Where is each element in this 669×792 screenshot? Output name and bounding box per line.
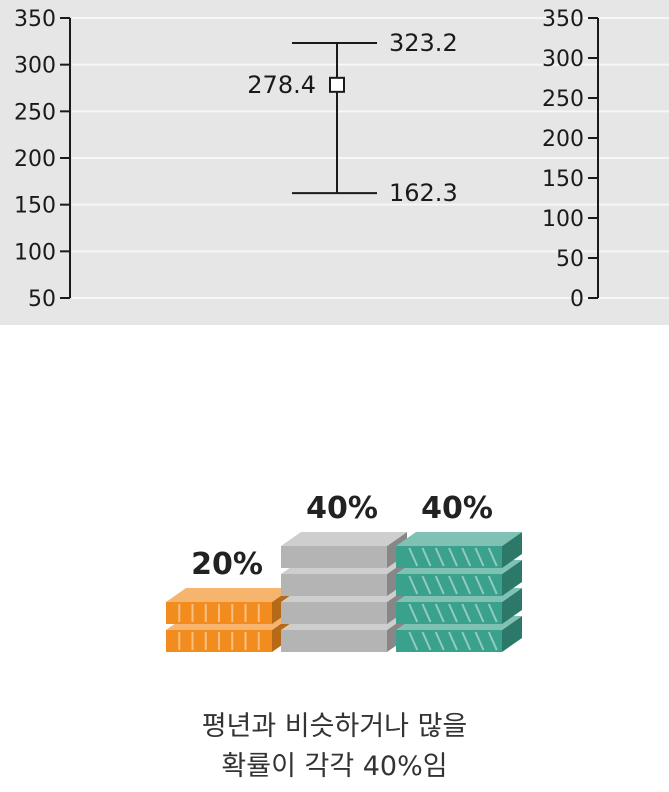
left-tick-label: 150: [14, 194, 56, 219]
probability-cube-chart: 20% 40% 40%: [166, 491, 522, 652]
cube-slab-top: [281, 532, 407, 546]
cube-slab-front: [396, 574, 502, 596]
cube-stack: [281, 532, 407, 652]
cube-slab-stripe: [461, 631, 472, 651]
cube-slab-top: [166, 588, 292, 602]
error-bar: 323.2 162.3 278.4: [247, 29, 457, 207]
cube-slab-side: [502, 588, 522, 624]
cube-slab-stripe: [487, 603, 498, 623]
right-tick-label: 350: [542, 7, 584, 32]
cube-slab-stripe: [408, 547, 419, 567]
mean-marker: [329, 76, 345, 93]
cube-slab-stripe: [448, 575, 458, 595]
percent-label: 40%: [306, 491, 378, 526]
right-tick-label: 150: [542, 167, 584, 192]
right-tick-label: 100: [542, 207, 584, 232]
left-tick-label: 350: [14, 7, 56, 32]
gridlines: [72, 17, 669, 299]
cube-slab-stripe: [434, 603, 445, 623]
right-tick-label: 0: [570, 287, 584, 312]
cube-slab-stripe: [408, 603, 419, 623]
cube-slab-stripe: [448, 603, 458, 623]
cube-slab-stripe: [434, 631, 445, 651]
cube-slab-stripe: [487, 575, 498, 595]
cube-slab-front: [281, 630, 387, 652]
upper-value-label: 323.2: [389, 29, 458, 57]
cube-slab-front: [281, 546, 387, 568]
cube-slab-front: [281, 602, 387, 624]
cube-slab-stripe: [408, 631, 419, 651]
cube-slab-top: [396, 532, 522, 546]
left-tick-label: 300: [14, 54, 56, 79]
cube-slab-stripe: [421, 631, 432, 651]
right-tick-label: 200: [542, 127, 584, 152]
left-tick-label: 100: [14, 240, 56, 265]
cube-slab-stripe: [448, 547, 458, 567]
cube-slab-stripe: [487, 631, 498, 651]
cube-slab-stripe: [421, 575, 432, 595]
mean-value-label: 278.4: [247, 71, 316, 99]
right-axis: 350 300 250 200 150 100 50 0: [542, 7, 599, 312]
right-tick-label: 50: [556, 247, 584, 272]
cube-slab-side: [502, 532, 522, 568]
cube-slab-side: [502, 616, 522, 652]
cube-slab-stripe: [474, 575, 485, 595]
cube-slab-stripe: [408, 575, 419, 595]
left-axis: 350 300 250 200 150 100 50: [14, 7, 71, 312]
left-tick-label: 50: [28, 287, 56, 312]
cube-slab-stripe: [461, 575, 472, 595]
cube-slab-front: [396, 630, 502, 652]
cube-slab-stripe: [434, 547, 445, 567]
cube-slab-stripe: [487, 547, 498, 567]
cube-slab-stripe: [474, 547, 485, 567]
left-tick-label: 200: [14, 147, 56, 172]
lower-value-label: 162.3: [389, 179, 458, 207]
caption-line-2: 확률이 각각 40%임: [221, 751, 448, 782]
cube-stack: [166, 588, 292, 652]
left-tick-label: 250: [14, 100, 56, 125]
caption-line-1: 평년과 비슷하거나 많을: [201, 711, 468, 742]
cube-slab-stripe: [421, 603, 432, 623]
right-tick-label: 250: [542, 87, 584, 112]
cube-slab-stripe: [448, 631, 458, 651]
cube-stack: [396, 532, 522, 652]
cube-slab-stripe: [434, 575, 445, 595]
right-tick-label: 300: [542, 47, 584, 72]
cube-slab-front: [281, 574, 387, 596]
cube-slab-stripe: [461, 547, 472, 567]
cube-slab-stripe: [474, 603, 485, 623]
error-bar-chart: 350 300 250 200 150 100 50 350 300 250 200 150 100 5…: [0, 0, 669, 325]
chart-background: [0, 0, 669, 325]
cube-slab-front: [396, 546, 502, 568]
cube-slab-stripe: [474, 631, 485, 651]
cube-slab-stripe: [461, 603, 472, 623]
cube-slab-stripe: [421, 547, 432, 567]
percent-label: 40%: [421, 491, 493, 526]
cube-slab-side: [502, 560, 522, 596]
cube-slab-front: [396, 602, 502, 624]
percent-label: 20%: [191, 547, 263, 582]
